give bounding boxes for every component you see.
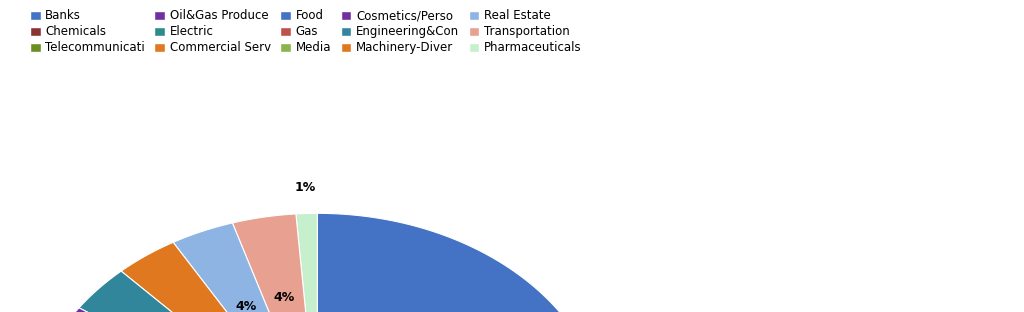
Polygon shape [42, 308, 317, 312]
Polygon shape [317, 213, 586, 312]
Text: 4%: 4% [273, 291, 295, 305]
Text: 1%: 1% [295, 181, 316, 194]
Polygon shape [296, 213, 317, 312]
Polygon shape [173, 223, 317, 312]
Polygon shape [232, 214, 317, 312]
Legend: Banks, Chemicals, Telecommunicati, Oil&Gas Produce, Electric, Commercial Serv, F: Banks, Chemicals, Telecommunicati, Oil&G… [27, 6, 585, 58]
Text: 4%: 4% [236, 300, 257, 312]
Polygon shape [79, 271, 317, 312]
Polygon shape [121, 242, 317, 312]
